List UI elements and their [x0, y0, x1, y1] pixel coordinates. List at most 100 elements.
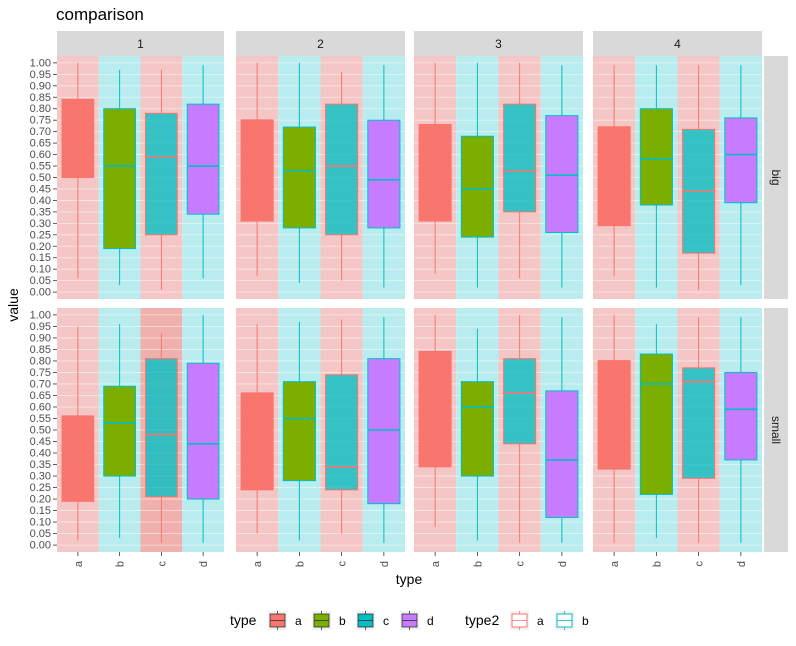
x-tick-label: a — [73, 560, 85, 567]
y-tick-label: 0.10 — [30, 517, 51, 529]
box-a — [597, 360, 631, 470]
panel-small-3 — [414, 308, 583, 552]
box-d — [186, 103, 220, 215]
box-c — [325, 103, 359, 236]
facet-strip-label: 3 — [495, 37, 502, 51]
legend-label-a: a — [295, 614, 302, 628]
y-tick-label: 0.15 — [30, 252, 51, 264]
y-tick-label: 0.45 — [30, 436, 51, 448]
y-tick-label: 0.90 — [30, 332, 51, 344]
box-a — [597, 126, 631, 227]
panel-small-4 — [593, 308, 762, 552]
y-tick-label: 0.00 — [30, 287, 51, 299]
box-d — [367, 358, 401, 505]
panel-big-2 — [236, 56, 405, 299]
box-a — [240, 119, 274, 222]
y-tick-label: 0.05 — [30, 275, 51, 287]
x-tick-label: a — [430, 560, 442, 567]
y-tick-label: 0.60 — [30, 401, 51, 413]
y-tick-label: 0.10 — [30, 264, 51, 276]
box-b — [103, 108, 136, 250]
y-tick-label: 0.40 — [30, 448, 51, 460]
x-tick-label: c — [515, 561, 527, 567]
x-tick-label: c — [156, 561, 168, 567]
box-b — [460, 381, 494, 477]
facet-strip-label: big — [769, 169, 783, 185]
x-tick-label: b — [472, 561, 484, 567]
y-tick-label: 0.50 — [30, 425, 51, 437]
box-c — [325, 374, 359, 491]
y-tick-label: 0.80 — [30, 355, 51, 367]
y-tick-label: 0.55 — [30, 161, 51, 173]
facet-strip-label: small — [769, 416, 783, 444]
y-tick-label: 0.05 — [30, 528, 51, 540]
y-tick-label: 0.85 — [30, 344, 51, 356]
facet-strip-col-2 — [236, 31, 405, 56]
box-c — [503, 358, 537, 445]
y-tick-label: 0.25 — [30, 482, 51, 494]
facet-strip-row-small — [764, 308, 788, 552]
legend-label-type2-a: a — [537, 614, 544, 628]
box-c — [145, 112, 178, 236]
legend-label-b: b — [339, 614, 346, 628]
x-tick-label: c — [694, 561, 706, 567]
y-tick-label: 0.30 — [30, 471, 51, 483]
legend-label-c: c — [383, 614, 389, 628]
y-tick-label: 0.65 — [30, 138, 51, 150]
y-tick-label: 0.80 — [30, 103, 51, 115]
box-d — [545, 115, 579, 234]
x-tick-label: b — [651, 561, 663, 567]
y-tick-label: 0.85 — [30, 92, 51, 104]
box-a — [418, 124, 452, 222]
box-d — [724, 117, 758, 204]
x-tick-label: a — [609, 560, 621, 567]
chart-title: comparison — [56, 5, 144, 24]
legend-title-type2: type2 — [465, 612, 499, 628]
panel-small-2 — [236, 308, 405, 552]
y-tick-label: 0.15 — [30, 505, 51, 517]
x-axis-title: type — [396, 571, 423, 587]
box-a — [240, 392, 274, 491]
y-tick-label: 0.25 — [30, 229, 51, 241]
facet-strip-label: 4 — [674, 37, 681, 51]
legend-title-type: type — [230, 612, 257, 628]
panel-big-4 — [593, 56, 762, 299]
y-tick-label: 0.55 — [30, 413, 51, 425]
x-tick-label: d — [736, 561, 748, 567]
facet-strip-col-1 — [57, 31, 224, 56]
box-c — [145, 358, 178, 498]
facet-strip-col-3 — [414, 31, 583, 56]
facet-strip-row-big — [764, 56, 788, 299]
panel-small-1 — [57, 308, 224, 552]
y-axis-title: value — [5, 288, 21, 322]
facet-strip-label: 2 — [317, 37, 324, 51]
y-tick-label: 0.45 — [30, 183, 51, 195]
box-b — [282, 381, 316, 482]
y-tick-label: 0.65 — [30, 390, 51, 402]
y-tick-label: 0.50 — [30, 172, 51, 184]
box-d — [186, 362, 220, 500]
y-tick-label: 0.70 — [30, 126, 51, 138]
y-tick-label: 0.35 — [30, 459, 51, 471]
y-tick-label: 0.35 — [30, 206, 51, 218]
x-tick-label: b — [115, 561, 127, 567]
y-tick-label: 0.40 — [30, 195, 51, 207]
x-tick-label: c — [337, 561, 349, 567]
box-d — [367, 119, 401, 229]
y-tick-label: 0.30 — [30, 218, 51, 230]
box-d — [545, 390, 579, 518]
legend-label-d: d — [427, 614, 434, 628]
box-a — [418, 351, 452, 468]
y-tick-label: 0.95 — [30, 321, 51, 333]
box-c — [682, 367, 716, 479]
box-c — [503, 103, 537, 213]
facet-strip-label: 1 — [137, 37, 144, 51]
y-tick-label: 0.75 — [30, 115, 51, 127]
y-tick-label: 0.90 — [30, 80, 51, 92]
y-tick-label: 0.70 — [30, 378, 51, 390]
box-b — [103, 385, 136, 477]
y-tick-label: 1.00 — [30, 309, 51, 321]
panel-big-3 — [414, 56, 583, 299]
x-tick-label: d — [198, 561, 210, 567]
